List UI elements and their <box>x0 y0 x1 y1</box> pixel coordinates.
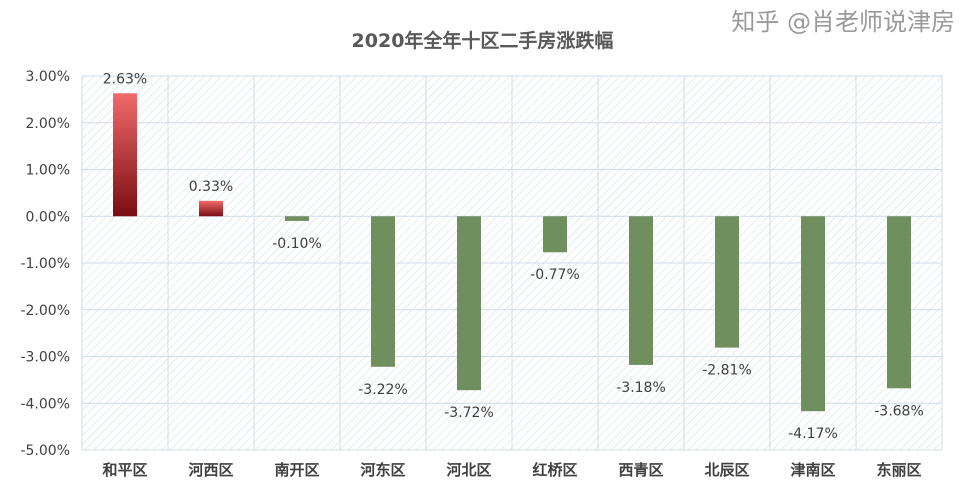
x-tick-label: 红桥区 <box>532 461 577 479</box>
data-label: -4.17% <box>788 426 838 442</box>
bar <box>887 216 911 389</box>
y-tick-label: -1.00% <box>20 256 70 272</box>
bar <box>199 200 223 217</box>
y-tick-label: -2.00% <box>20 303 70 319</box>
y-tick-label: 2.00% <box>26 116 70 132</box>
bar <box>715 216 739 348</box>
bar <box>629 216 653 365</box>
x-tick-label: 东丽区 <box>876 461 921 479</box>
x-tick-label: 河北区 <box>446 461 491 479</box>
y-tick-label: -4.00% <box>20 396 70 412</box>
x-tick-label: 河东区 <box>360 461 405 479</box>
x-tick-label: 和平区 <box>102 461 147 479</box>
y-tick-label: -3.00% <box>20 350 70 366</box>
x-tick-label: 河西区 <box>188 461 233 479</box>
data-label: -0.10% <box>272 236 322 252</box>
y-tick-label: -5.00% <box>20 443 70 459</box>
data-label: -0.77% <box>530 267 580 283</box>
bar <box>457 216 481 391</box>
bar <box>801 216 825 412</box>
data-label: -2.81% <box>702 363 752 379</box>
bar <box>113 93 137 217</box>
y-tick-label: 1.00% <box>26 163 70 179</box>
data-label: -3.68% <box>874 403 924 419</box>
x-tick-label: 南开区 <box>274 461 319 479</box>
x-tick-label: 西青区 <box>618 461 663 479</box>
data-label: 2.63% <box>103 71 147 87</box>
watermark: 知乎 @肖老师说津房 <box>731 8 955 36</box>
bar <box>371 216 395 367</box>
chart-title: 2020年全年十区二手房涨跌幅 <box>351 30 614 52</box>
y-tick-label: 0.00% <box>26 209 70 225</box>
bar <box>543 216 567 253</box>
data-label: -3.22% <box>358 382 408 398</box>
data-label: -3.72% <box>444 405 494 421</box>
data-label: 0.33% <box>189 179 233 195</box>
y-tick-label: 3.00% <box>26 69 70 85</box>
x-tick-label: 津南区 <box>790 461 835 479</box>
x-tick-label: 北辰区 <box>704 461 749 479</box>
data-label: -3.18% <box>616 380 666 396</box>
bar <box>285 216 309 221</box>
